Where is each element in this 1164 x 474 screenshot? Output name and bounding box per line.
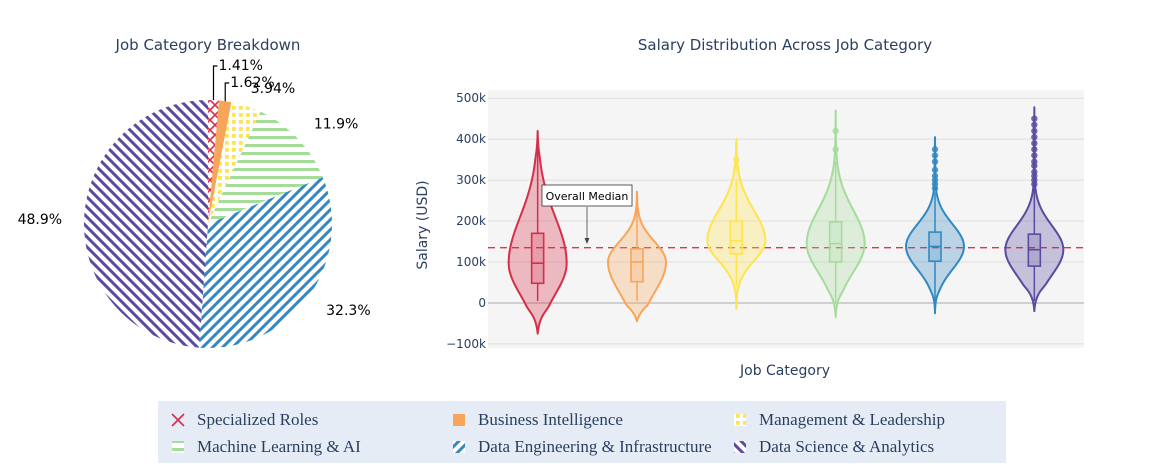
outlier-point xyxy=(1031,146,1038,153)
outlier-point xyxy=(1031,127,1038,135)
legend-item-data-engineering-and-infrastructure[interactable]: Data Engineering & Infrastructure xyxy=(453,437,712,456)
legend-swatch xyxy=(172,441,184,453)
violin-management-and-leadership xyxy=(706,138,767,311)
iqr-box xyxy=(828,221,843,263)
outlier-point xyxy=(1031,140,1038,147)
plot-area xyxy=(488,90,1084,348)
y-tick-label: 400k xyxy=(456,132,486,146)
pie-slice-data-engineering-and-infrastructure xyxy=(199,177,333,348)
outlier-point xyxy=(1031,152,1038,159)
outlier-point xyxy=(1031,158,1038,165)
legend-item-specialized-roles[interactable]: Specialized Roles xyxy=(171,410,318,429)
violin-chart: Salary Distribution Across Job Category … xyxy=(415,36,1084,379)
legend-label: Data Science & Analytics xyxy=(759,437,934,456)
outlier-point xyxy=(1031,168,1038,176)
y-axis-label: Salary (USD) xyxy=(415,180,431,269)
annotation-box xyxy=(541,184,633,207)
iqr-box xyxy=(729,220,744,255)
violin-specialized-roles xyxy=(507,129,568,335)
pie-slice-management-and-leadership xyxy=(208,102,261,224)
pie-label-data-engineering-and-infrastructure: 32.3% xyxy=(326,303,370,319)
legend-item-business-intelligence[interactable]: Business Intelligence xyxy=(453,410,623,429)
pie-labels: 1.41%1.62%3.94% 11.9% 32.3% 48.9% xyxy=(18,58,371,319)
y-tick-label: 500k xyxy=(456,91,486,105)
y-tick-label: 100k xyxy=(456,255,486,269)
legend-label: Machine Learning & AI xyxy=(197,437,361,456)
pie-leader-specialized-roles xyxy=(212,65,218,101)
outlier-point xyxy=(832,127,839,135)
legend-swatch xyxy=(734,441,746,453)
violin-body xyxy=(706,138,767,311)
outlier-point xyxy=(733,164,740,172)
legend-label: Business Intelligence xyxy=(478,410,623,429)
pie-title: Job Category Breakdown xyxy=(115,36,301,54)
violin-machine-learning-and-ai xyxy=(805,109,866,319)
pie-slice-business-intelligence xyxy=(208,100,232,224)
violin-title: Salary Distribution Across Job Category xyxy=(638,36,932,54)
y-tick-labels: −100k 0 100k 200k 300k 400k 500k xyxy=(446,91,486,351)
pie-chart: Job Category Breakdown 1.41%1.62%3.94% 11… xyxy=(18,36,371,348)
outlier-point xyxy=(931,152,939,159)
outlier-point xyxy=(733,156,740,163)
outlier-point xyxy=(931,146,939,153)
outlier-point xyxy=(931,158,939,165)
legend-background xyxy=(158,401,1006,463)
pie-label-data-science-and-analytics: 48.9% xyxy=(18,212,62,228)
pie-label-business-intelligence: 1.62% xyxy=(230,75,274,91)
pie-label-specialized-roles: 1.41% xyxy=(218,58,262,74)
violins xyxy=(507,106,1065,335)
pie-leader-business-intelligence xyxy=(224,82,230,102)
legend-label: Management & Leadership xyxy=(759,410,945,429)
legend-item-management-and-leadership[interactable]: Management & Leadership xyxy=(734,410,945,429)
outlier-point xyxy=(1031,133,1038,141)
outlier-point xyxy=(931,172,939,180)
legend-swatch xyxy=(171,413,185,427)
gridlines xyxy=(488,97,1084,345)
legend-label: Specialized Roles xyxy=(197,410,318,429)
annotation-arrowhead xyxy=(584,238,590,244)
pie-label-management-and-leadership: 3.94% xyxy=(251,81,295,97)
iqr-box xyxy=(530,232,545,285)
legend-item-machine-learning-and-ai[interactable]: Machine Learning & AI xyxy=(172,437,361,456)
iqr-box xyxy=(630,248,644,283)
pie-slice-data-science-and-analytics xyxy=(84,100,208,348)
pie-slices xyxy=(84,100,333,348)
legend-label: Data Engineering & Infrastructure xyxy=(478,437,712,456)
pie-label-machine-learning-and-ai: 11.9% xyxy=(314,116,358,132)
outlier-point xyxy=(1031,115,1038,122)
legend-swatch xyxy=(453,441,465,453)
median-annotation: Overall Median xyxy=(541,184,633,244)
pie-slice-machine-learning-and-ai xyxy=(208,111,323,224)
pie-slice-specialized-roles xyxy=(208,100,219,224)
x-axis-label: Job Category xyxy=(739,363,830,379)
legend: Specialized Roles Business Intelligence Ma… xyxy=(158,401,1006,463)
outlier-point xyxy=(931,166,939,174)
violin-data-science-and-analytics xyxy=(1004,106,1065,313)
legend-item-data-science-and-analytics[interactable]: Data Science & Analytics xyxy=(734,437,934,456)
outlier-point xyxy=(1031,121,1038,129)
y-tick-label: 200k xyxy=(456,214,486,228)
y-tick-label: −100k xyxy=(446,337,486,351)
y-tick-label: 0 xyxy=(478,296,486,310)
legend-swatch xyxy=(453,414,465,426)
violin-business-intelligence xyxy=(607,190,667,323)
annotation-text: Overall Median xyxy=(546,190,629,203)
violin-data-engineering-and-infrastructure xyxy=(905,136,965,315)
y-tick-label: 300k xyxy=(456,173,486,187)
violin-body xyxy=(607,190,667,323)
outlier-point xyxy=(832,146,839,153)
legend-swatch xyxy=(734,414,746,426)
